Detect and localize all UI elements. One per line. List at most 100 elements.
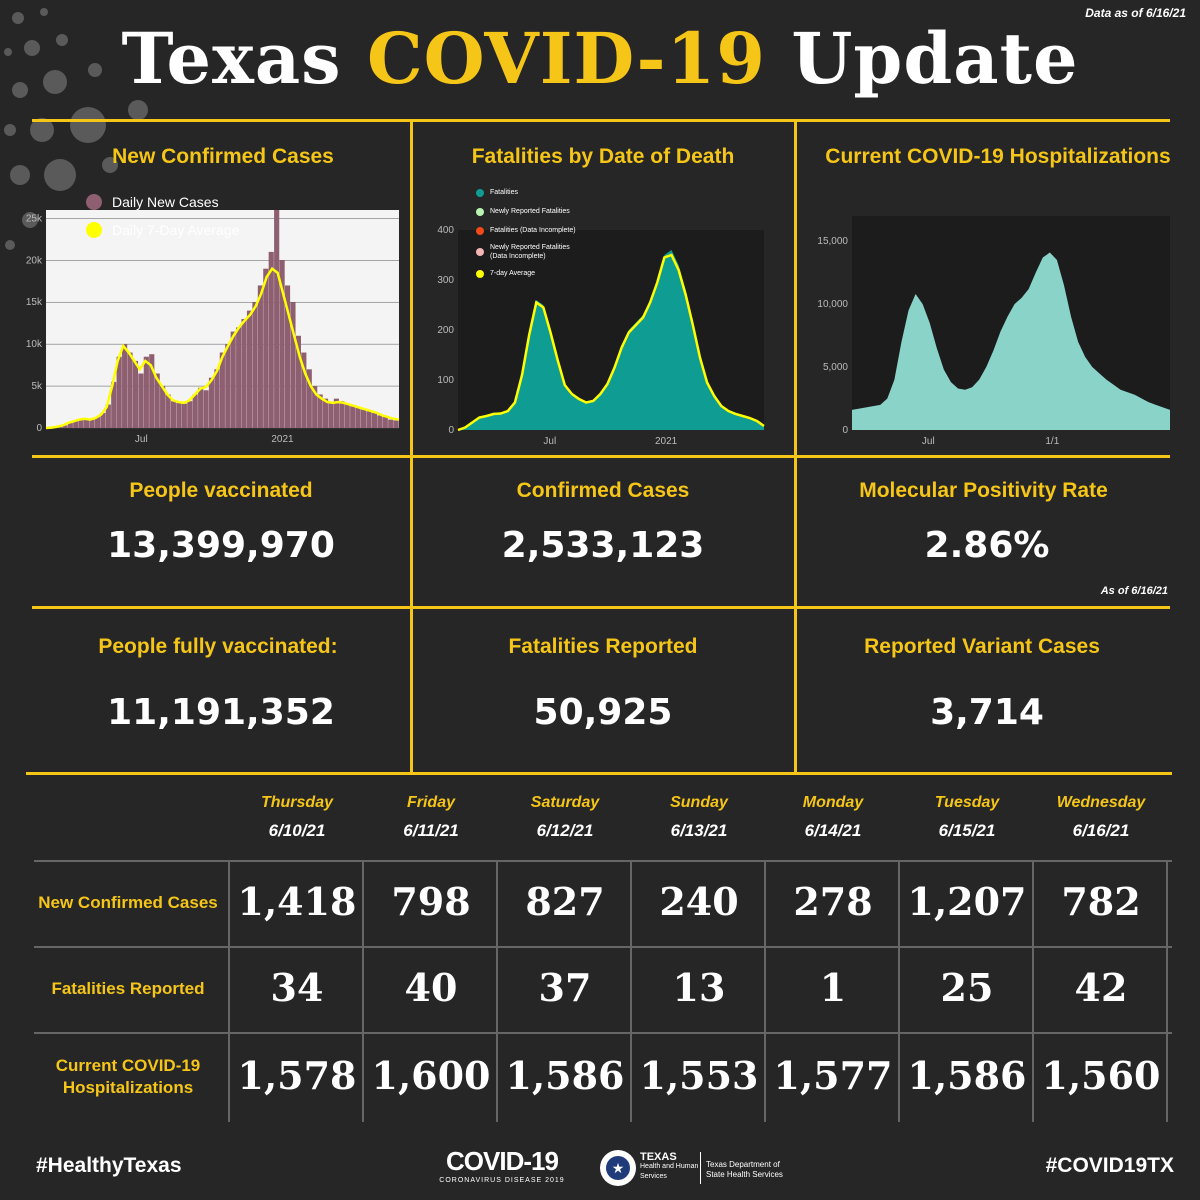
legend-incomplete-label: Fatalities (Data Incomplete) [490,227,576,234]
table-col-divider [898,860,900,1122]
cases-bar [322,398,329,428]
cases-bar [382,417,388,428]
cases-bar [241,319,247,428]
fatalities-chart: 0 100 200 300 400 Jul 2021 [420,180,790,450]
cases-bar [360,409,367,428]
date-header: 6/10/21 [268,821,326,840]
table-cell: 37 [538,965,592,1010]
y-tick-label: 5,000 [823,362,848,373]
table-col-divider [362,860,364,1122]
table-cell: 25 [940,965,994,1010]
title-texas: Texas [121,17,342,100]
table-cell: 1,553 [639,1053,759,1098]
cases-bar [366,411,372,428]
cases-bar [154,373,160,428]
legend-swatch-newly [476,207,484,216]
day-header: Tuesday [934,794,1000,811]
cases-bar [105,404,111,428]
cases-bar [132,360,139,428]
decorative-dots [4,8,148,250]
table-row-divider [34,860,1172,862]
cases-bar [116,356,122,428]
cases-bar [377,415,383,428]
footer-healthy-texas: #HealthyTexas [36,1154,182,1177]
date-header: 6/13/21 [670,821,728,840]
table-cell: 34 [270,965,324,1010]
y-tick-label: 5k [31,381,43,392]
vaccinated-value: 13,399,970 [107,525,335,566]
day-header: Sunday [670,794,728,811]
confirmed-label: Confirmed Cases [516,479,690,502]
cases-bar [279,260,285,428]
cases-bar [203,390,209,428]
cases-bar [257,285,263,428]
x-tick-label: 2021 [655,436,678,447]
legend-swatch-7day-avg [476,269,484,278]
hospitalizations-chart-title: Current COVID-19 Hospitalizations [825,145,1171,168]
legend-fatalities: Fatalities [476,188,576,197]
cases-bar [290,302,296,428]
legend-swatch-newly-incomplete [476,248,484,256]
table-cell: 1,586 [907,1053,1027,1098]
fatalities-chart-title: Fatalities by Date of Death [471,145,735,168]
vaccinated-label: People vaccinated [129,479,313,502]
date-header: 6/16/21 [1072,821,1130,840]
legend-newly-incomplete: Newly Reported Fatalities (Data Incomple… [476,243,576,261]
legend-daily-label: Daily New Cases [112,194,219,210]
y-tick-label: 200 [437,325,454,336]
legend-swatch-7day [86,222,102,238]
cases-bar [306,369,312,428]
cases-bar [230,331,236,428]
cases-bar [143,356,149,428]
table-row-divider [34,946,1172,948]
cases-bar [84,418,90,428]
cases-bar [333,398,339,428]
cases-bar [127,352,133,428]
table-col-divider [1032,860,1034,1122]
table-cell: 1,578 [237,1053,357,1098]
avg-line [45,266,400,430]
covid-logo-sub: CORONAVIRUS DISEASE 2019 [439,1177,565,1184]
table-cell: 827 [525,879,605,924]
cases-bar [78,419,84,428]
cases-bar [138,373,144,428]
fatalities-chart-svg: 0 100 200 300 400 Jul 2021 [437,225,765,447]
table-cell: 240 [659,879,739,924]
footer-covid19tx: #COVID19TX [1045,1154,1174,1177]
legend-7day: Daily 7-Day Average [86,222,239,238]
table-cell: 1,207 [907,879,1027,924]
cases-bar [355,407,361,428]
y-tick-label: 300 [437,275,454,286]
table-col-divider [228,860,230,1122]
grid-line-bottom [26,772,1172,775]
fully-vaccinated-value: 11,191,352 [107,692,335,733]
cases-bar [170,401,177,428]
day-header: Wednesday [1056,794,1146,811]
legend-7day-avg: 7-day Average [476,269,576,278]
cases-bar [284,285,291,428]
covid-logo-main: COVID-19 [446,1146,559,1176]
cases-bar [263,268,269,428]
page-title: Texas COVID-19 Update [0,14,1200,104]
y-tick-label: 0 [448,425,454,436]
table-cell: 13 [672,965,726,1010]
legend-newly-label: Newly Reported Fatalities [490,208,570,215]
title-update: Update [791,17,1079,100]
grid-line-mid2 [32,606,1170,609]
date-header: 6/12/21 [536,821,594,840]
cases-bar [339,401,345,428]
table-col-divider [496,860,498,1122]
cases-legend: Daily New Cases Daily 7-Day Average [86,194,239,238]
day-header: Thursday [260,794,333,811]
grid-line-mid1 [32,455,1170,458]
table-cell: 278 [793,879,873,924]
date-header: 6/14/21 [804,821,862,840]
grid-vline-left [410,119,413,774]
cases-bar [295,335,301,428]
table-cell: 40 [404,965,458,1010]
y-tick-label: 0 [36,423,42,434]
x-tick-label: 1/1 [1045,436,1059,447]
cases-bar [393,420,399,428]
seal-star-icon: ★ [606,1156,630,1180]
cases-chart-title: New Confirmed Cases [112,145,334,168]
